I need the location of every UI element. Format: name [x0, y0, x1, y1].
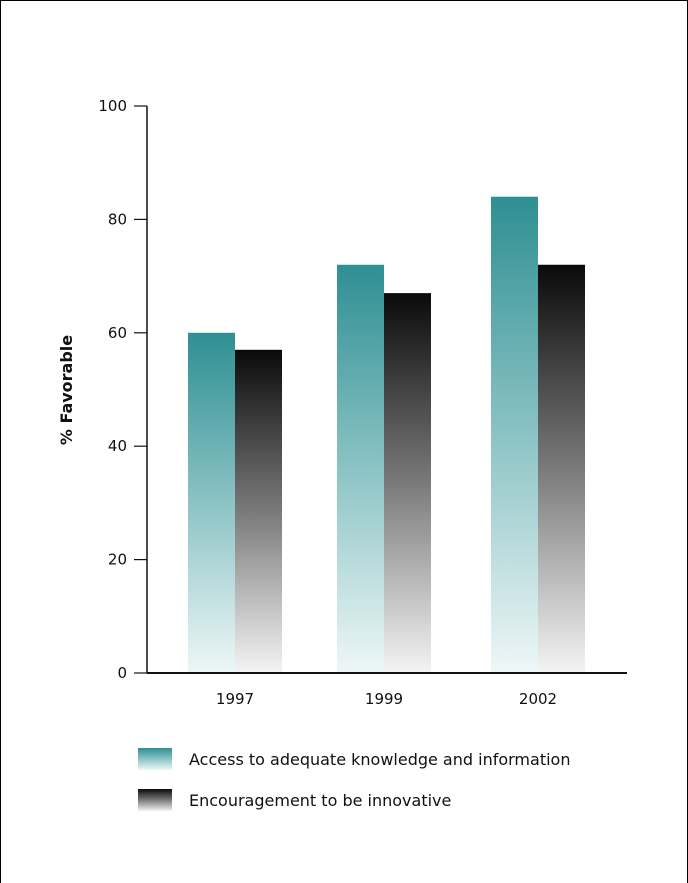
- legend-swatch-1: [138, 748, 172, 770]
- bar-1997-series-1: [188, 332, 235, 673]
- legend-swatch-2: [138, 789, 172, 811]
- bar-1997-series-2: [235, 349, 282, 673]
- bar-1999-series-1: [337, 264, 384, 673]
- bar-2002-series-1: [491, 196, 538, 673]
- bar-2002-series-2: [538, 264, 585, 673]
- x-tick-label: 2002: [519, 690, 557, 708]
- y-axis-label: % Favorable: [57, 335, 76, 445]
- legend-label-1: Access to adequate knowledge and informa…: [189, 750, 570, 769]
- bar-1999-series-2: [384, 293, 431, 673]
- legend-label-2: Encouragement to be innovative: [189, 791, 451, 810]
- y-tick-label: 60: [108, 324, 127, 342]
- y-tick-label: 100: [98, 97, 127, 115]
- x-tick-label: 1999: [365, 690, 403, 708]
- y-tick-label: 20: [108, 551, 127, 569]
- y-tick-label: 0: [117, 664, 127, 682]
- x-tick-label: 1997: [216, 690, 254, 708]
- y-tick-label: 80: [108, 210, 127, 228]
- y-tick-label: 40: [108, 437, 127, 455]
